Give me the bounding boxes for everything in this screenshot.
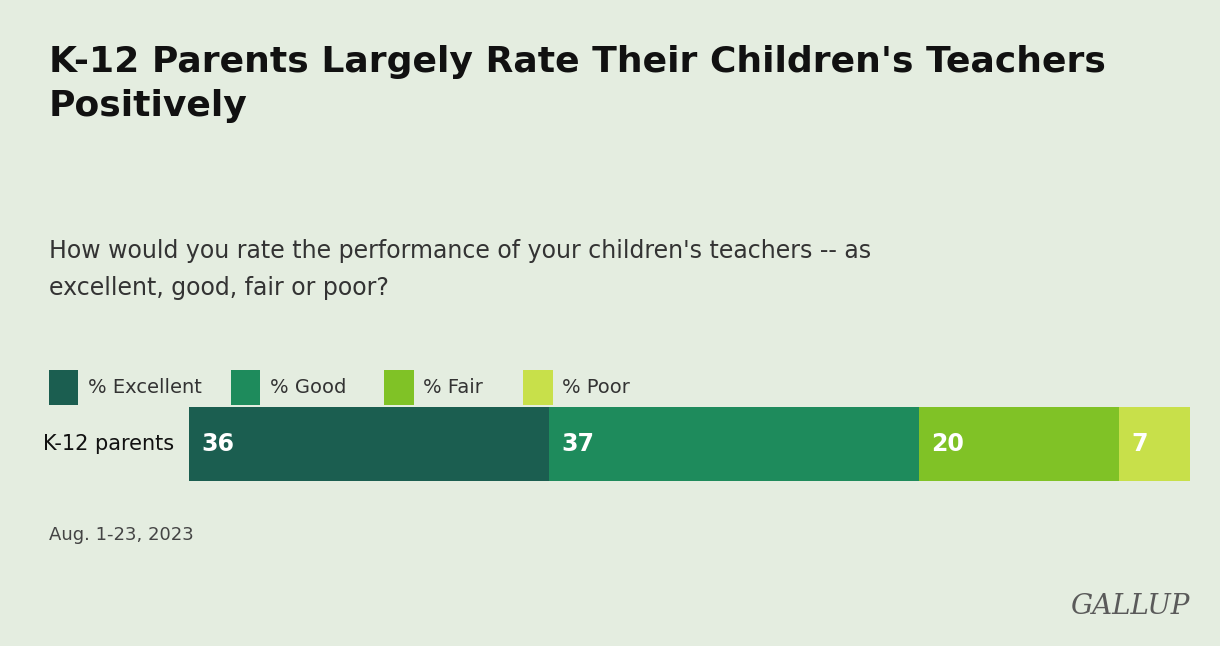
FancyBboxPatch shape: [231, 370, 260, 406]
Text: How would you rate the performance of your children's teachers -- as
excellent, : How would you rate the performance of yo…: [49, 239, 871, 300]
FancyBboxPatch shape: [549, 407, 920, 481]
Text: % Excellent: % Excellent: [88, 378, 201, 397]
Text: K-12 parents: K-12 parents: [44, 434, 174, 454]
Text: 20: 20: [932, 432, 965, 456]
Text: 7: 7: [1132, 432, 1148, 456]
Text: 36: 36: [201, 432, 234, 456]
Text: K-12 Parents Largely Rate Their Children's Teachers
Positively: K-12 Parents Largely Rate Their Children…: [49, 45, 1105, 123]
Text: 37: 37: [561, 432, 594, 456]
Text: % Good: % Good: [270, 378, 346, 397]
Text: % Poor: % Poor: [562, 378, 631, 397]
FancyBboxPatch shape: [1120, 407, 1190, 481]
FancyBboxPatch shape: [189, 407, 549, 481]
Text: Aug. 1-23, 2023: Aug. 1-23, 2023: [49, 526, 194, 545]
FancyBboxPatch shape: [920, 407, 1120, 481]
FancyBboxPatch shape: [384, 370, 414, 406]
Text: % Fair: % Fair: [423, 378, 483, 397]
Text: GALLUP: GALLUP: [1070, 593, 1190, 620]
FancyBboxPatch shape: [523, 370, 553, 406]
FancyBboxPatch shape: [49, 370, 78, 406]
